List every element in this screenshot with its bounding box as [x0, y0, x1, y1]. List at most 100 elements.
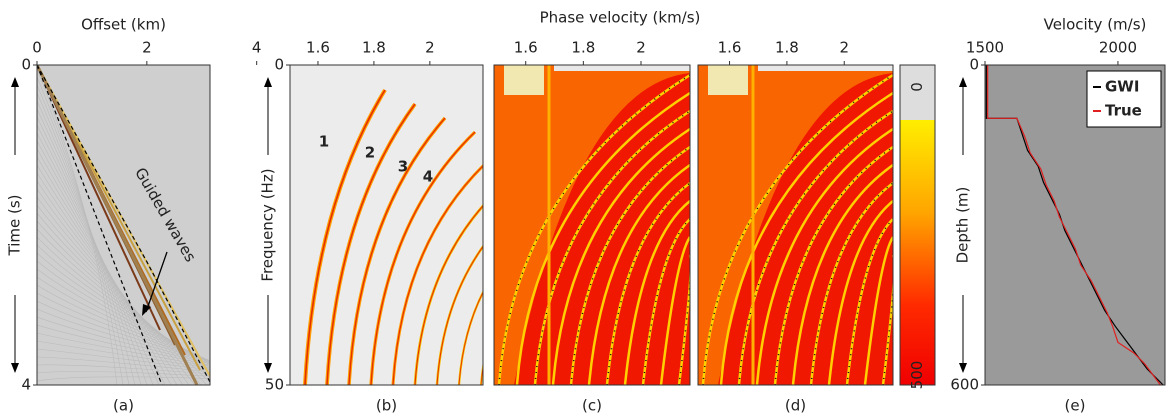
y-tick-label: 600 [950, 376, 979, 394]
colorbar-ramp [900, 120, 935, 385]
wave-line [37, 252, 210, 363]
annotation: 2 [365, 144, 375, 162]
arrow-head [142, 304, 151, 316]
x-tick-label: 2000 [1099, 39, 1137, 57]
mode-core [304, 89, 386, 385]
mode-core [458, 291, 483, 385]
wave-line [37, 348, 210, 371]
wave-line [37, 376, 210, 382]
wave-line [37, 356, 210, 373]
wave-line [37, 164, 190, 385]
mode-core [414, 205, 483, 385]
y-tick-label: 50 [265, 376, 284, 394]
x-tick-label: 2 [636, 39, 646, 57]
mode-dots [534, 110, 690, 385]
x-tick-label: 0 [32, 39, 42, 57]
y-axis-label: Time (s) [6, 195, 24, 257]
dispersion-image [698, 65, 893, 385]
plot-frame [697, 64, 894, 386]
mode-core [392, 165, 483, 385]
gray-top [758, 65, 893, 71]
mode-dots [702, 74, 893, 385]
colorbar-gray [900, 65, 935, 120]
mode-curve [587, 163, 690, 385]
wave-line [37, 204, 210, 378]
x-tick-label: 1.6 [718, 39, 742, 57]
wave-line [37, 332, 210, 367]
mode-curve [755, 127, 893, 385]
plot-frame [36, 64, 211, 386]
gray-top [554, 65, 690, 71]
mode-curve [791, 163, 893, 385]
y-tick-label: 0 [21, 56, 31, 74]
x-tick-label: 1.6 [514, 39, 538, 57]
x-tick-label: 1.6 [306, 39, 330, 57]
mode-curve [827, 200, 893, 385]
panel-label: (d) [785, 397, 806, 415]
wave-line [37, 156, 184, 385]
wave-line [37, 244, 210, 364]
gray-top [504, 65, 544, 95]
wave-line [37, 124, 160, 385]
x-tick-label: 2 [142, 39, 152, 57]
mode-curve [515, 91, 690, 385]
legend-label: True [1105, 102, 1142, 120]
annotation: 1 [319, 133, 329, 151]
legend-box [1086, 70, 1162, 128]
mode-curve [863, 236, 893, 385]
colorbar-frame [899, 64, 936, 386]
wave-line [37, 268, 210, 362]
mode-core [326, 103, 416, 385]
mode-curve [551, 127, 690, 385]
mode-curve [881, 255, 893, 385]
x-tick-label: 2 [425, 39, 435, 57]
mode-curve [497, 73, 690, 385]
panel-label: (c) [582, 397, 602, 415]
wave-line [37, 260, 210, 362]
x-tick-label: 1.8 [775, 39, 799, 57]
wave-line [37, 188, 208, 385]
image-bg [290, 65, 483, 385]
wave-line [37, 308, 210, 363]
plot-frame [289, 64, 484, 386]
y-axis-label: Frequency (Hz) [259, 168, 277, 281]
colorbar-label: 0 [908, 82, 926, 92]
wave-line [37, 371, 210, 377]
low-region [494, 65, 690, 385]
wave-line [37, 284, 210, 362]
wave-line [37, 65, 199, 385]
arrow-head [264, 363, 272, 373]
dash-line [37, 65, 163, 385]
series-line [987, 65, 1161, 386]
plot-frame [493, 64, 691, 386]
mode-core [436, 245, 483, 385]
panel-label: (b) [376, 397, 397, 415]
mode-curve [773, 145, 893, 385]
wave-line [37, 276, 210, 361]
wave-line [37, 364, 210, 375]
shared-title: Phase velocity (km/s) [540, 9, 701, 27]
wave-line [37, 324, 210, 366]
mode-dots [642, 218, 690, 385]
wave-line [37, 148, 178, 385]
wave-line [37, 340, 210, 369]
wave-line [37, 220, 210, 371]
x-tick-label: 1.8 [362, 39, 386, 57]
arrow-head [264, 77, 272, 87]
y-tick-label: 0 [274, 56, 284, 74]
wave-line [37, 116, 154, 385]
y-tick-label: 4 [21, 376, 31, 394]
wave-line [37, 172, 196, 385]
x-tick-label: 4 [252, 39, 262, 57]
legend-label: GWI [1105, 78, 1139, 96]
x-axis-label: Velocity (m/s) [1044, 16, 1147, 34]
gray-top [708, 65, 748, 95]
mode-curve [719, 91, 893, 385]
y-axis-label: Depth (m) [954, 187, 972, 264]
wave-line [37, 180, 202, 385]
wave-line [37, 132, 166, 385]
arrow [145, 251, 168, 313]
wave-line [37, 292, 210, 362]
arrow-head [11, 77, 19, 87]
wave-line [37, 140, 172, 385]
